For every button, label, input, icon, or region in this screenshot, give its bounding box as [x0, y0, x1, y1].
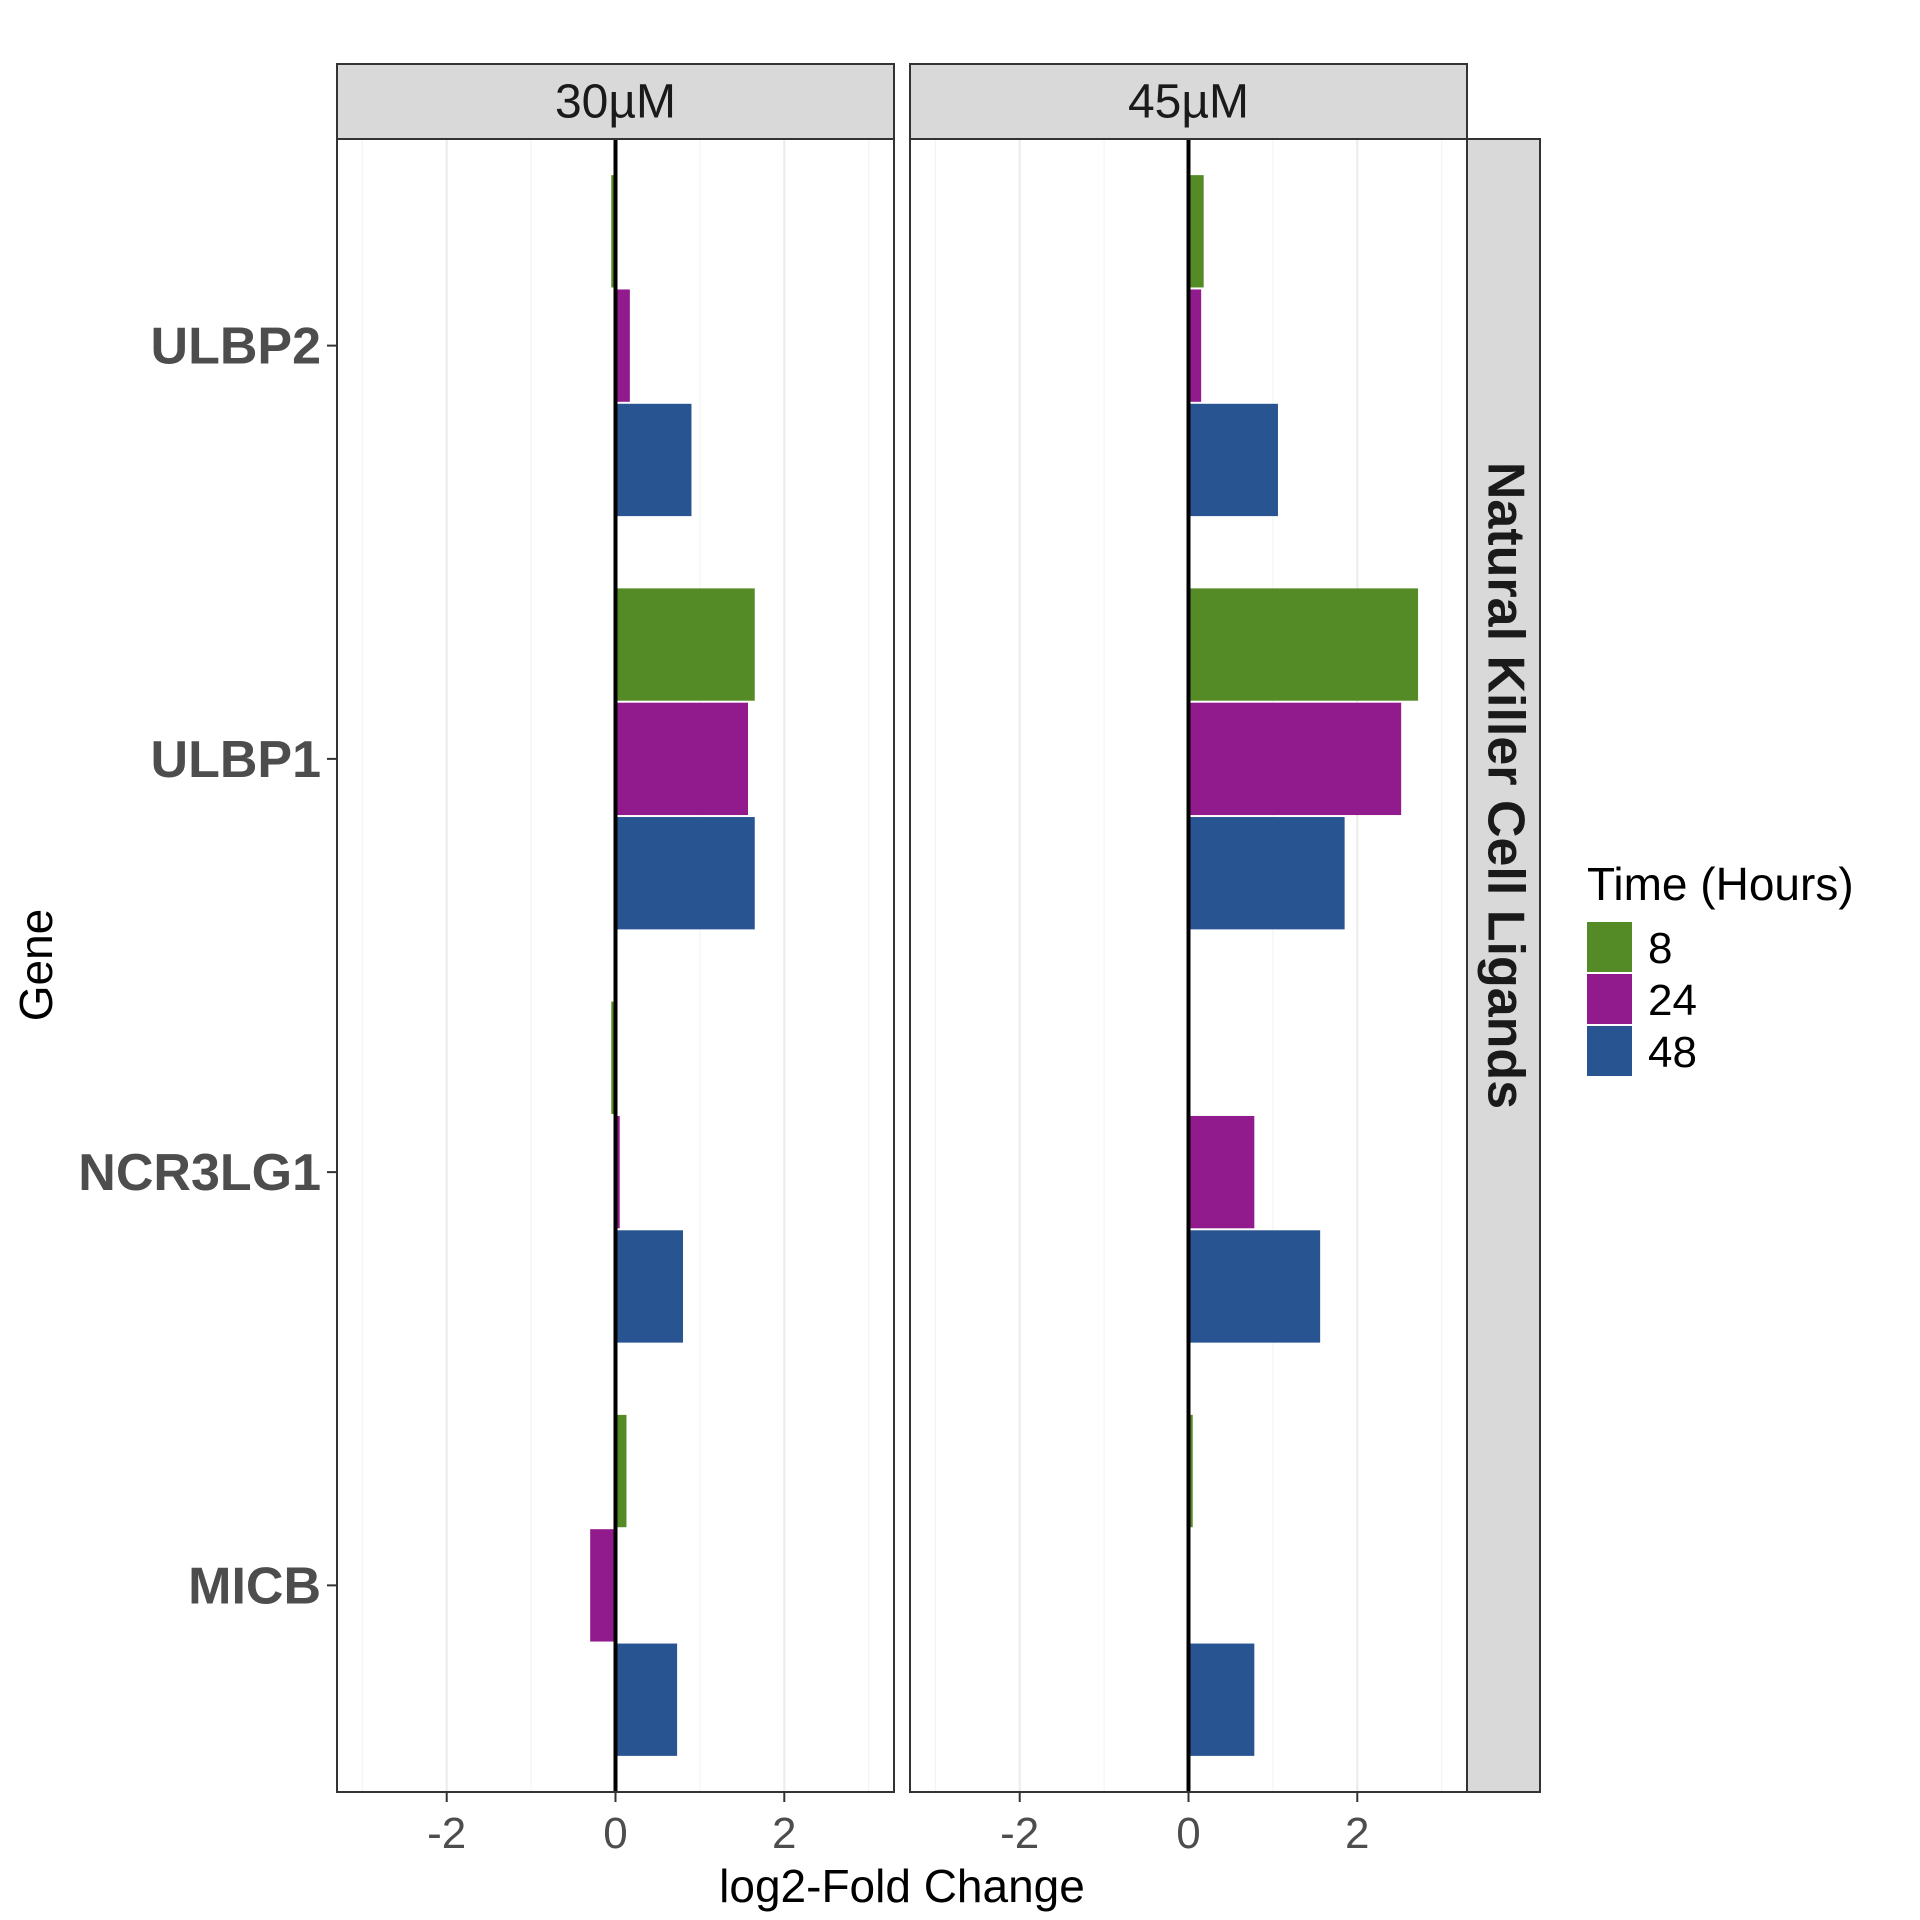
x-tick-label: -2	[427, 1809, 466, 1858]
bar-ulbp2-48h	[616, 404, 692, 516]
gene-label: ULBP1	[151, 731, 321, 789]
bar-ulbp2-8h	[1189, 175, 1204, 287]
legend-key-8h	[1587, 922, 1632, 972]
bar-ulbp1-48h	[616, 817, 755, 929]
bar-micb-48h	[616, 1644, 678, 1756]
gene-label: ULBP2	[151, 318, 321, 376]
gene-label: NCR3LG1	[78, 1144, 321, 1202]
facet-strip-label: 30µM	[555, 76, 676, 129]
bar-ulbp1-8h	[1189, 588, 1419, 700]
x-axis-title: log2-Fold Change	[719, 1860, 1085, 1912]
legend-key-24h	[1587, 974, 1632, 1024]
x-tick-label: 2	[1345, 1809, 1369, 1858]
row-facet-strip-label: Natural Killer Cell Ligands	[1477, 462, 1535, 1109]
x-tick-label: 2	[772, 1809, 796, 1858]
y-axis-title: Gene	[10, 909, 62, 1022]
bar-micb-48h	[1189, 1644, 1255, 1756]
bar-ncr3lg1-48h	[1189, 1230, 1321, 1342]
bar-ncr3lg1-48h	[616, 1230, 684, 1342]
bar-ulbp1-24h	[616, 703, 748, 815]
x-tick-label: 0	[603, 1809, 627, 1858]
bar-ulbp1-48h	[1189, 817, 1345, 929]
legend-label: 24	[1648, 976, 1697, 1025]
legend-key-48h	[1587, 1026, 1632, 1076]
legend-label: 8	[1648, 924, 1672, 973]
legend-title: Time (Hours)	[1587, 858, 1854, 910]
bar-ulbp1-24h	[1189, 703, 1402, 815]
bar-ulbp2-48h	[1189, 404, 1278, 516]
legend-label: 48	[1648, 1028, 1697, 1077]
bar-ncr3lg1-24h	[1189, 1116, 1255, 1228]
gene-label: MICB	[188, 1557, 321, 1615]
bar-micb-24h	[590, 1529, 615, 1641]
facet-strip-label: 45µM	[1128, 76, 1249, 129]
bar-ulbp2-24h	[616, 289, 630, 401]
bar-ulbp1-8h	[616, 588, 755, 700]
x-tick-label: -2	[1000, 1809, 1039, 1858]
x-tick-label: 0	[1176, 1809, 1200, 1858]
